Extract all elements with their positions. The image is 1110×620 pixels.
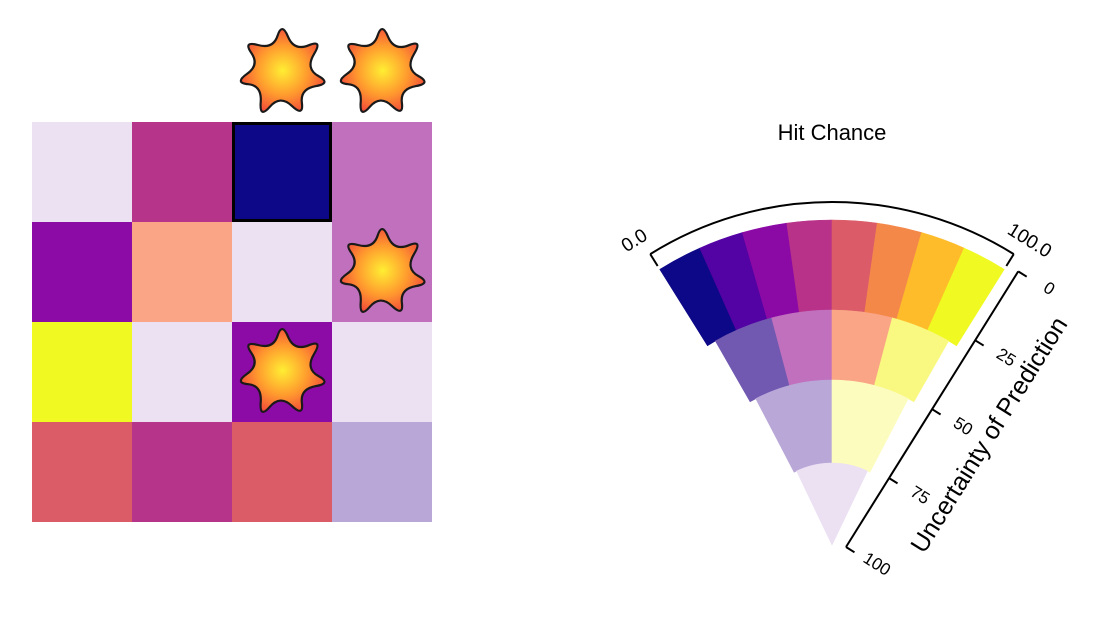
board-cell[interactable] xyxy=(132,322,232,422)
arc-min-label: 0.0 xyxy=(618,225,652,257)
board-cell[interactable] xyxy=(132,122,232,222)
board-cell[interactable] xyxy=(132,222,232,322)
board-cell[interactable] xyxy=(332,422,432,522)
game-board xyxy=(32,122,432,522)
explosion-icon xyxy=(339,27,426,113)
board-cell[interactable] xyxy=(32,222,132,322)
legend-wedge xyxy=(796,462,868,546)
explosion-icon xyxy=(239,27,326,113)
arc-max-label: 100.0 xyxy=(1004,219,1055,262)
selected-cell-outline xyxy=(232,122,332,222)
arc-axis-tick xyxy=(1005,253,1015,267)
board-cell[interactable] xyxy=(232,222,332,322)
radial-axis-tick-label: 0 xyxy=(1040,278,1058,299)
legend-title: Hit Chance xyxy=(778,120,887,145)
legend-wedge xyxy=(755,379,833,473)
board-cell[interactable] xyxy=(332,122,432,222)
legend-wedges xyxy=(659,219,1005,546)
arc-axis-tick xyxy=(649,253,659,267)
board-cell[interactable] xyxy=(132,422,232,522)
board-cell[interactable] xyxy=(332,322,432,422)
board-cell[interactable] xyxy=(32,122,132,222)
radial-axis-tick xyxy=(888,477,899,485)
board-cell[interactable] xyxy=(232,122,332,222)
board-cell[interactable] xyxy=(32,422,132,522)
explosion-icon xyxy=(339,227,426,313)
radial-axis-tick xyxy=(931,408,942,416)
radial-axis-tick xyxy=(974,339,985,347)
radial-axis-tick xyxy=(1017,270,1028,278)
radial-axis-tick xyxy=(845,546,856,554)
hit-chance-axis xyxy=(649,201,1015,255)
board-cell[interactable] xyxy=(32,322,132,422)
explosion-icon xyxy=(239,327,326,413)
legend-wedge xyxy=(831,379,909,473)
hit-chance-legend: Hit Chance 0.0 100.00255075100Uncertainty… xyxy=(618,120,1073,580)
explosion-markers xyxy=(239,27,426,413)
radial-axis-tick-label: 100 xyxy=(860,549,894,580)
board-cell[interactable] xyxy=(232,422,332,522)
